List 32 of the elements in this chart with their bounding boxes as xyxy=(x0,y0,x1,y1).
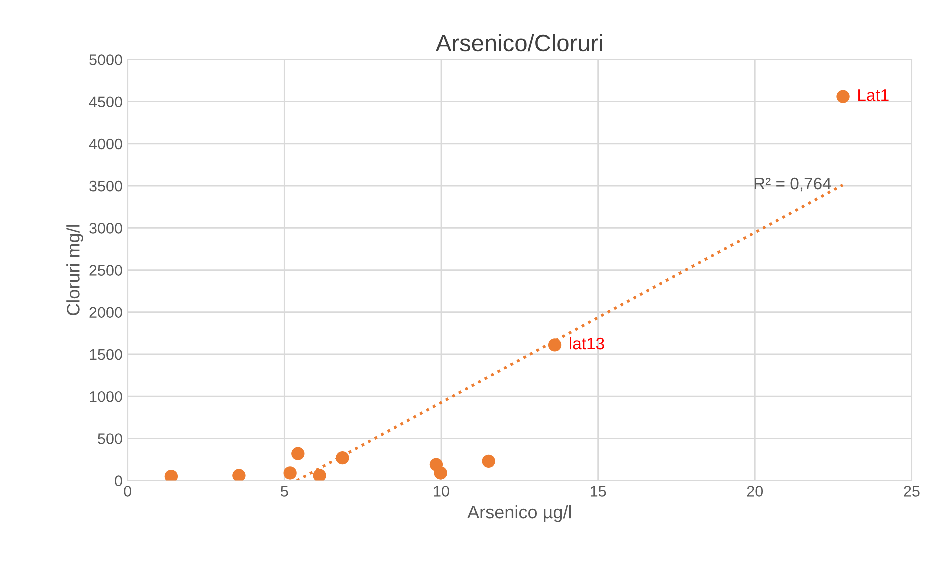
y-tick-label: 2500 xyxy=(90,265,122,276)
x-tick-label: 15 xyxy=(590,486,606,497)
y-tick-label: 1000 xyxy=(90,391,122,402)
y-tick-label: 2000 xyxy=(90,307,122,318)
x-tick-label: 20 xyxy=(747,486,764,497)
point xyxy=(292,447,305,460)
y-tick-label: 3500 xyxy=(90,180,122,192)
y-tick-label: 3000 xyxy=(90,223,122,234)
x-axis-title: Arsenico µg/l xyxy=(468,505,572,522)
point xyxy=(434,466,448,480)
x-tick-label: 10 xyxy=(434,486,450,497)
y-tick-label: 500 xyxy=(98,434,122,444)
y-tick-label: 4500 xyxy=(89,96,122,108)
x-tick-label: 0 xyxy=(124,486,132,497)
data-label: Lat1 xyxy=(858,90,889,102)
point xyxy=(836,90,850,104)
x-tick-label: 25 xyxy=(904,486,920,497)
point xyxy=(284,466,297,480)
y-tick-label: 4000 xyxy=(89,138,122,150)
y-tick-label: 5000 xyxy=(90,54,122,66)
point xyxy=(313,469,326,481)
data-label: lat13 xyxy=(570,337,604,350)
point xyxy=(548,338,562,352)
y-axis-title: Cloruri mg/l xyxy=(66,225,84,316)
point xyxy=(482,454,496,468)
y-tick-label: 1500 xyxy=(90,349,122,360)
chart-title: Arsenico/Cloruri xyxy=(436,34,602,52)
x-tick-label: 5 xyxy=(281,486,288,497)
annotation: R² = 0,764 xyxy=(754,178,832,192)
y-tick-label: 0 xyxy=(115,476,122,486)
point xyxy=(232,469,246,481)
point xyxy=(336,451,350,465)
